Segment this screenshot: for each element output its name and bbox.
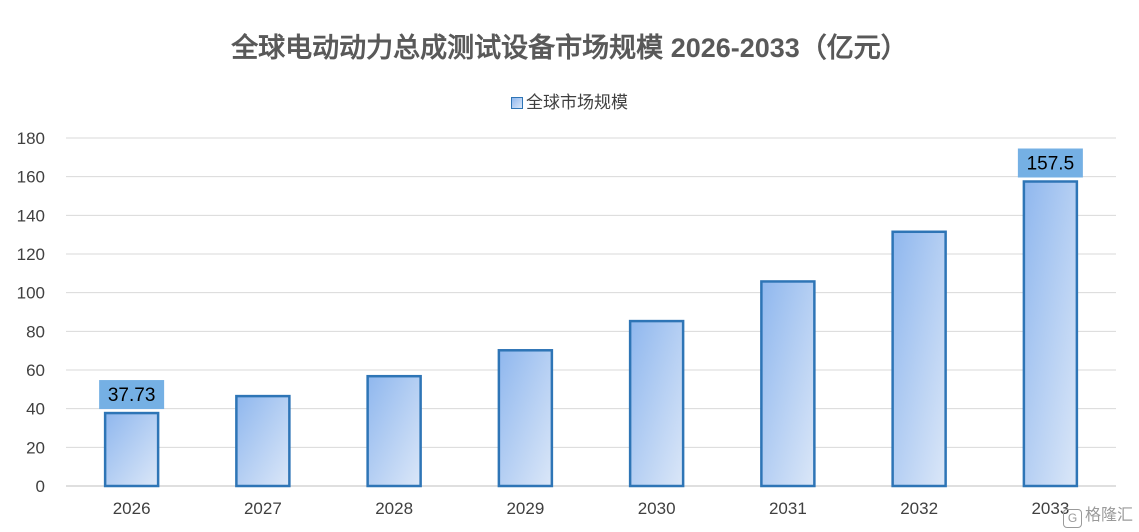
x-tick-label: 2031 bbox=[769, 499, 807, 518]
bar-2031 bbox=[760, 280, 816, 488]
data-label-box bbox=[1017, 148, 1083, 178]
y-tick-label: 120 bbox=[17, 245, 45, 264]
data-label-box bbox=[99, 380, 165, 410]
y-tick-label: 40 bbox=[26, 400, 45, 419]
watermark-text: 格隆汇 bbox=[1084, 507, 1133, 524]
data-labels: 37.73 157.5 bbox=[99, 148, 1083, 410]
data-label-2033: 157.5 bbox=[1027, 154, 1075, 175]
gelonghui-logo-icon: G bbox=[1062, 509, 1082, 528]
y-tick-label: 160 bbox=[17, 168, 45, 187]
y-tick-label: 60 bbox=[26, 361, 45, 380]
watermark: G 格隆汇 bbox=[1062, 501, 1133, 528]
legend-label: 全球市场规模 bbox=[526, 93, 628, 112]
grid-lines bbox=[66, 137, 1116, 487]
y-tick-label: 0 bbox=[36, 477, 45, 496]
x-tick-label: 2033 bbox=[1031, 499, 1069, 518]
y-axis-ticks: 0 20 40 60 80 100 120 140 160 180 bbox=[17, 129, 45, 496]
y-tick-label: 180 bbox=[17, 129, 45, 148]
legend-swatch bbox=[511, 97, 523, 109]
x-tick-label: 2027 bbox=[244, 499, 282, 518]
x-tick-label: 2032 bbox=[900, 499, 938, 518]
bar-2030 bbox=[628, 319, 685, 488]
x-tick-label: 2026 bbox=[113, 499, 151, 518]
legend: 全球市场规模 bbox=[0, 88, 1139, 113]
y-tick-label: 100 bbox=[17, 284, 45, 303]
chart-title: 全球电动动力总成测试设备市场规模 2026-2033（亿元） bbox=[231, 33, 908, 63]
bar-2032 bbox=[891, 230, 947, 488]
x-tick-label: 2030 bbox=[638, 499, 676, 518]
bar-2028 bbox=[366, 374, 422, 488]
bar-2026 bbox=[103, 411, 160, 488]
y-tick-label: 80 bbox=[26, 322, 45, 341]
data-label-2026: 37.73 bbox=[108, 385, 156, 406]
y-tick-label: 140 bbox=[17, 206, 45, 225]
x-tick-label: 2028 bbox=[375, 499, 413, 518]
x-tick-label: 2029 bbox=[506, 499, 544, 518]
y-tick-label: 20 bbox=[26, 438, 45, 457]
bars bbox=[103, 180, 1079, 488]
x-axis-ticks: 2026 2027 2028 2029 2030 2031 2032 2033 bbox=[113, 499, 1070, 518]
bar-2027 bbox=[235, 394, 291, 488]
bar-2033 bbox=[1022, 180, 1079, 488]
bar-2029 bbox=[497, 349, 554, 488]
